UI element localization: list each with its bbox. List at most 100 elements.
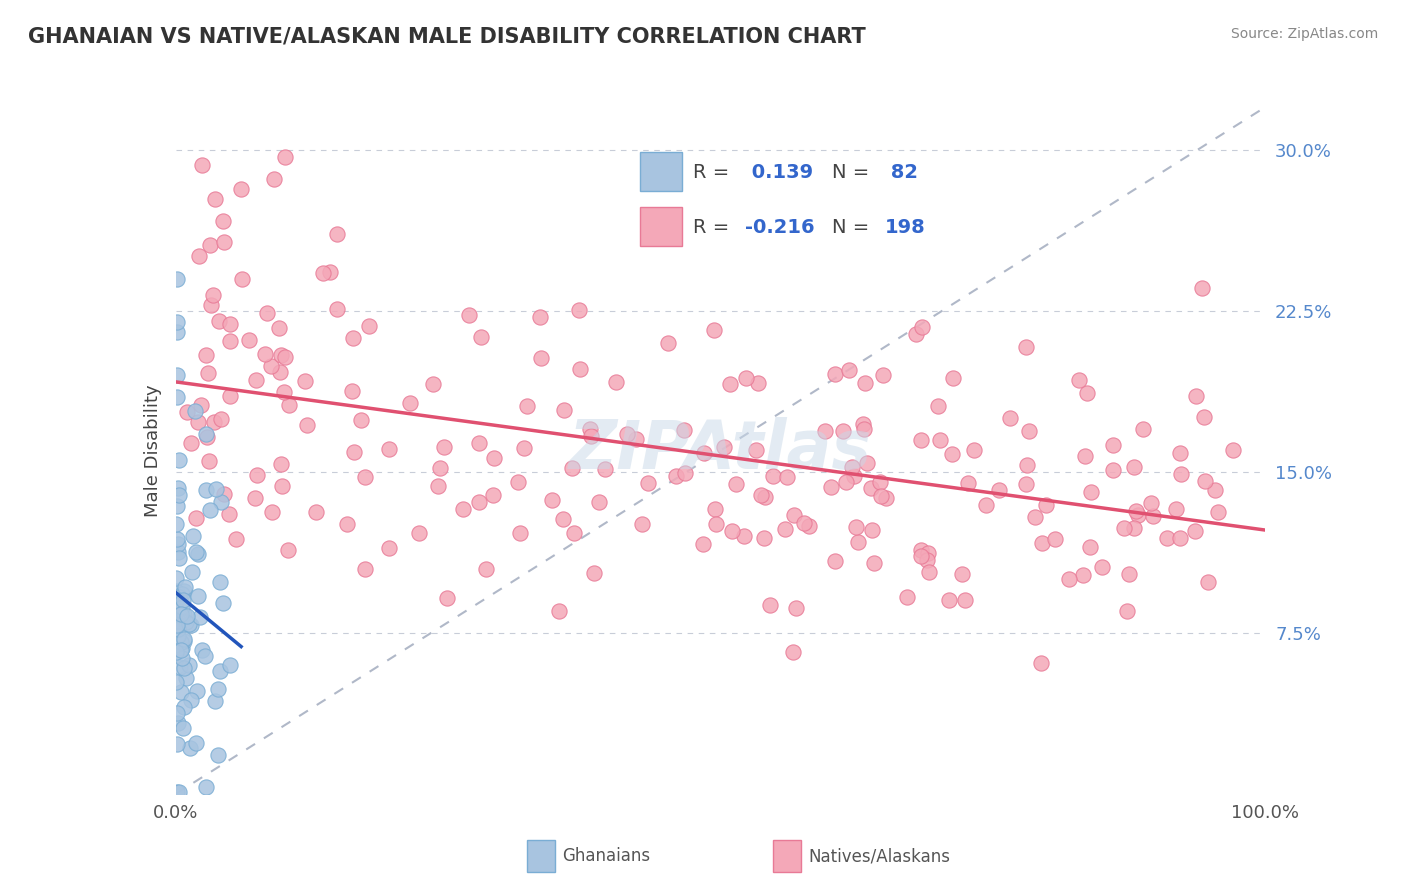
Ghanaians [166,326,188,340]
Natives/Alaskans [673,466,696,480]
Ghanaians [166,584,188,599]
Natives/Alaskans [1194,474,1216,488]
Natives/Alaskans [270,478,292,492]
Natives/Alaskans [1142,508,1164,523]
Natives/Alaskans [637,476,659,491]
Ghanaians [167,629,190,643]
Text: ZIPAtlas: ZIPAtlas [569,417,872,483]
Natives/Alaskans [1076,385,1098,400]
Natives/Alaskans [516,399,538,413]
Ghanaians [195,780,218,794]
Natives/Alaskans [657,336,679,351]
Natives/Alaskans [950,566,973,581]
Natives/Alaskans [561,461,583,475]
Natives/Alaskans [747,376,769,390]
Natives/Alaskans [245,373,267,387]
Natives/Alaskans [231,272,253,286]
Ghanaians [198,503,221,517]
Ghanaians [207,682,229,697]
Natives/Alaskans [624,433,647,447]
Natives/Alaskans [191,158,214,172]
Natives/Alaskans [1132,422,1154,436]
Natives/Alaskans [733,529,755,543]
Ghanaians [207,748,229,763]
Natives/Alaskans [842,469,865,483]
Natives/Alaskans [976,498,998,512]
Natives/Alaskans [336,517,359,532]
Natives/Alaskans [1073,568,1095,582]
Natives/Alaskans [541,492,564,507]
Ghanaians [167,785,190,799]
Natives/Alaskans [845,520,868,534]
Ghanaians [165,644,187,658]
Ghanaians [167,550,190,565]
Natives/Alaskans [631,516,654,531]
Natives/Alaskans [870,489,893,503]
Ghanaians [195,483,218,497]
Natives/Alaskans [197,366,219,380]
Ghanaians [166,622,188,636]
Ghanaians [218,658,240,673]
Natives/Alaskans [734,371,756,385]
Natives/Alaskans [198,454,221,468]
Ghanaians [170,635,193,649]
Natives/Alaskans [1204,483,1226,497]
Ghanaians [209,494,232,508]
Natives/Alaskans [270,457,292,471]
Ghanaians [184,545,207,559]
Natives/Alaskans [422,377,444,392]
Natives/Alaskans [721,524,744,538]
Natives/Alaskans [269,365,291,379]
Ghanaians [174,581,197,595]
Natives/Alaskans [326,302,349,317]
Ghanaians [187,589,209,603]
Natives/Alaskans [953,592,976,607]
Natives/Alaskans [259,359,281,374]
Natives/Alaskans [1126,508,1149,522]
Ghanaians [186,684,208,698]
Natives/Alaskans [219,389,242,403]
Natives/Alaskans [863,556,886,570]
Natives/Alaskans [785,601,807,615]
Natives/Alaskans [905,326,928,341]
Natives/Alaskans [458,308,481,322]
Natives/Alaskans [1140,496,1163,510]
Natives/Alaskans [911,320,934,334]
Natives/Alaskans [359,319,381,334]
Natives/Alaskans [274,351,297,365]
Natives/Alaskans [832,424,855,438]
Ghanaians [176,671,198,685]
Ghanaians [170,684,193,698]
Ghanaians [169,659,191,673]
Natives/Alaskans [433,440,456,454]
Ghanaians [173,607,195,621]
Natives/Alaskans [219,318,242,332]
Natives/Alaskans [797,518,820,533]
Natives/Alaskans [718,377,741,392]
Natives/Alaskans [273,384,295,399]
Natives/Alaskans [378,442,401,456]
Ghanaians [166,536,188,550]
Bar [527,840,555,872]
Natives/Alaskans [814,424,837,438]
Natives/Alaskans [593,461,616,475]
Natives/Alaskans [278,398,301,412]
Bar [773,840,801,872]
Natives/Alaskans [1184,389,1206,403]
Ghanaians [166,499,188,513]
Natives/Alaskans [860,523,883,537]
Natives/Alaskans [998,410,1021,425]
Ghanaians [166,737,188,751]
Natives/Alaskans [195,430,218,444]
Natives/Alaskans [467,435,489,450]
Natives/Alaskans [875,491,897,505]
Natives/Alaskans [509,526,531,541]
Natives/Alaskans [820,480,842,494]
Natives/Alaskans [1102,438,1125,452]
Text: Ghanaians: Ghanaians [562,847,651,865]
Natives/Alaskans [713,440,735,454]
Natives/Alaskans [692,537,714,551]
Natives/Alaskans [1102,463,1125,477]
Ghanaians [170,642,193,657]
Ghanaians [184,735,207,749]
